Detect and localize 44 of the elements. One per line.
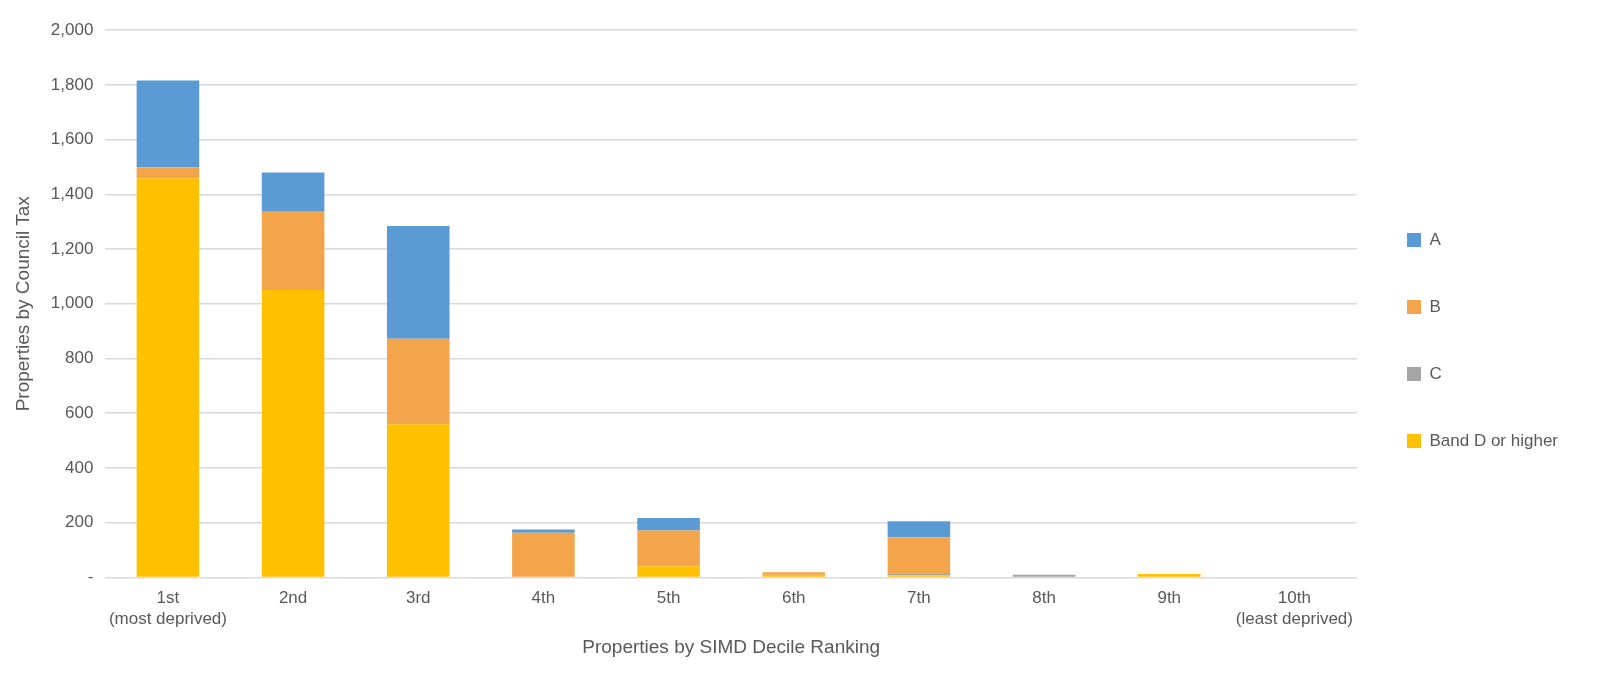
- x-tick-label: 7th: [907, 588, 931, 608]
- bar: [386, 226, 450, 339]
- bar: [637, 518, 700, 531]
- x-tick-label: 10th (least deprived): [1235, 588, 1353, 628]
- text: 1,600: [50, 129, 94, 149]
- x-tick-label: 4th: [531, 588, 556, 608]
- bar: [261, 211, 325, 291]
- bar: [386, 424, 450, 577]
- bar: [637, 566, 700, 577]
- x-tick-label: 3rd: [405, 588, 431, 608]
- y-tick-label: 200: [64, 512, 94, 532]
- text: 1,000: [50, 293, 94, 313]
- bar: [887, 537, 951, 574]
- x-tick-label: 2nd: [278, 588, 308, 608]
- y-tick-label: -: [87, 567, 94, 587]
- text: 1,200: [50, 238, 94, 258]
- legend-label: B: [1429, 296, 1441, 316]
- bar: [386, 338, 450, 425]
- bar: [136, 80, 200, 168]
- bar: [261, 172, 325, 212]
- text: 1,800: [50, 74, 94, 94]
- text: 1,400: [50, 184, 94, 204]
- y-tick-label: 400: [64, 457, 94, 477]
- x-tick-label: 9th: [1157, 588, 1182, 608]
- legend-label: Band D or higher: [1429, 430, 1559, 450]
- x-tick-label: 1st (most deprived): [108, 588, 227, 628]
- bar: [512, 529, 575, 533]
- bar: [887, 521, 951, 538]
- y-tick-label: 800: [64, 348, 94, 368]
- bar: [136, 167, 200, 179]
- legend-label: A: [1429, 229, 1442, 249]
- y-tick-label: 600: [64, 402, 94, 422]
- x-tick-label: 8th: [1032, 588, 1056, 608]
- text: 2,000: [50, 19, 94, 39]
- bar: [136, 178, 200, 577]
- x-tick-label: 5th: [656, 588, 681, 608]
- bar: [512, 532, 575, 577]
- legend-label: C: [1429, 363, 1442, 383]
- bar: [1137, 574, 1201, 577]
- x-tick-label: 6th: [781, 588, 806, 608]
- y-axis-title: Properties by Council Tax: [11, 195, 33, 412]
- bar: [261, 290, 325, 577]
- bar: [637, 530, 700, 567]
- x-axis-title: Properties by SIMD Decile Ranking: [582, 635, 881, 657]
